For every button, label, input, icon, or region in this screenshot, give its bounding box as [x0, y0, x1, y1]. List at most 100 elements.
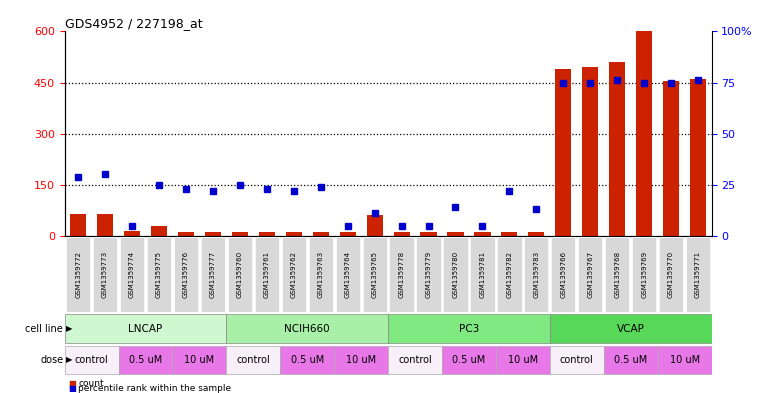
Text: GSM1359780: GSM1359780 — [453, 251, 458, 298]
Bar — [362, 237, 387, 312]
Text: VCAP: VCAP — [616, 323, 645, 334]
Text: PC3: PC3 — [459, 323, 479, 334]
Text: GSM1359783: GSM1359783 — [533, 251, 540, 298]
Text: ■: ■ — [68, 384, 76, 393]
Text: GSM1359776: GSM1359776 — [183, 251, 189, 298]
Bar — [313, 232, 329, 236]
Bar — [259, 232, 275, 236]
Bar — [147, 237, 171, 312]
Bar — [280, 345, 334, 375]
Bar — [97, 214, 113, 236]
Bar — [496, 345, 550, 375]
Text: GSM1359761: GSM1359761 — [264, 251, 270, 298]
Bar — [421, 232, 437, 236]
Bar — [173, 345, 227, 375]
Text: GSM1359773: GSM1359773 — [102, 251, 108, 298]
Bar — [232, 232, 248, 236]
Bar — [659, 237, 683, 312]
Text: 0.5 uM: 0.5 uM — [129, 355, 162, 365]
Bar — [388, 314, 550, 343]
Bar — [367, 215, 383, 236]
Bar — [393, 232, 409, 236]
Bar — [178, 232, 194, 236]
Text: GSM1359779: GSM1359779 — [425, 251, 431, 298]
Bar — [336, 237, 360, 312]
Text: GSM1359765: GSM1359765 — [371, 251, 377, 298]
Text: NCIH660: NCIH660 — [285, 323, 330, 334]
Text: 10 uM: 10 uM — [346, 355, 376, 365]
Bar — [70, 214, 86, 236]
Text: 10 uM: 10 uM — [184, 355, 215, 365]
Bar — [690, 79, 706, 236]
Text: control: control — [75, 355, 109, 365]
Text: GSM1359782: GSM1359782 — [506, 251, 512, 298]
Bar — [227, 345, 280, 375]
Bar — [255, 237, 279, 312]
Bar — [285, 232, 302, 236]
Bar — [390, 237, 414, 312]
Bar — [578, 237, 603, 312]
Bar — [339, 232, 356, 236]
Bar — [444, 237, 467, 312]
Text: GSM1359771: GSM1359771 — [695, 251, 701, 298]
Bar — [120, 237, 144, 312]
Bar — [603, 345, 658, 375]
Text: 10 uM: 10 uM — [508, 355, 538, 365]
Text: percentile rank within the sample: percentile rank within the sample — [78, 384, 231, 393]
Bar — [93, 237, 117, 312]
Text: control: control — [398, 355, 432, 365]
Bar — [551, 237, 575, 312]
Text: control: control — [237, 355, 270, 365]
Text: GSM1359774: GSM1359774 — [129, 251, 135, 298]
Text: GSM1359775: GSM1359775 — [156, 251, 162, 298]
Text: GSM1359768: GSM1359768 — [614, 251, 620, 298]
Text: ▶: ▶ — [66, 324, 73, 333]
Bar — [497, 237, 521, 312]
Text: 0.5 uM: 0.5 uM — [291, 355, 324, 365]
Text: GSM1359763: GSM1359763 — [318, 251, 323, 298]
Bar — [205, 232, 221, 236]
Text: GSM1359764: GSM1359764 — [345, 251, 351, 298]
Bar — [686, 237, 710, 312]
Bar — [501, 232, 517, 236]
Text: GSM1359772: GSM1359772 — [75, 251, 81, 298]
Bar — [151, 226, 167, 236]
Text: GSM1359778: GSM1359778 — [399, 251, 405, 298]
Bar — [334, 345, 388, 375]
Text: count: count — [78, 379, 104, 387]
Bar — [582, 67, 598, 236]
Text: GSM1359760: GSM1359760 — [237, 251, 243, 298]
Text: 0.5 uM: 0.5 uM — [614, 355, 648, 365]
Bar — [282, 237, 306, 312]
Bar — [609, 62, 626, 236]
Bar — [442, 345, 496, 375]
Text: dose: dose — [40, 355, 63, 365]
Bar — [174, 237, 198, 312]
Text: GDS4952 / 227198_at: GDS4952 / 227198_at — [65, 17, 202, 30]
Bar — [309, 237, 333, 312]
Bar — [605, 237, 629, 312]
Bar — [227, 314, 388, 343]
Bar — [474, 232, 491, 236]
Bar — [65, 314, 227, 343]
Bar — [65, 345, 119, 375]
Bar — [388, 345, 442, 375]
Bar — [416, 237, 441, 312]
Bar — [447, 232, 463, 236]
Text: GSM1359762: GSM1359762 — [291, 251, 297, 298]
Bar — [550, 314, 712, 343]
Bar — [636, 31, 652, 236]
Text: GSM1359767: GSM1359767 — [587, 251, 594, 298]
Text: ▶: ▶ — [66, 356, 73, 364]
Bar — [658, 345, 712, 375]
Bar — [228, 237, 252, 312]
Text: LNCAP: LNCAP — [129, 323, 163, 334]
Bar — [550, 345, 603, 375]
Bar — [528, 232, 544, 236]
Bar — [201, 237, 225, 312]
Text: GSM1359770: GSM1359770 — [668, 251, 674, 298]
Text: ■: ■ — [68, 379, 76, 387]
Text: cell line: cell line — [25, 323, 63, 334]
Text: GSM1359777: GSM1359777 — [210, 251, 216, 298]
Bar — [124, 231, 140, 236]
